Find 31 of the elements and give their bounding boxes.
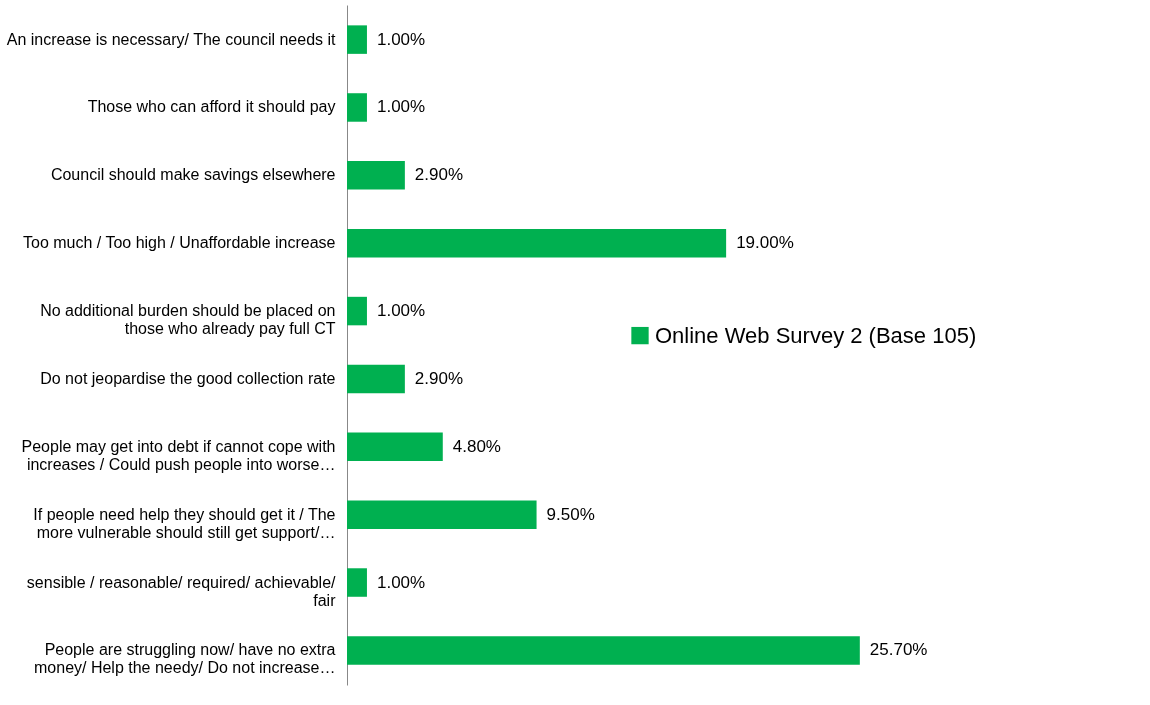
y-tick-label: Too much / Too high / Unaffordable increase [23,234,336,252]
bar [347,93,367,122]
y-tick-label: sensible / reasonable/ required/ achievable/ fair [26,573,337,609]
data-label: 9.50% [546,504,595,524]
data-label: 25.70% [869,640,928,660]
bar [347,25,367,54]
y-tick-label: People are struggling now/ have no extra money/ Help the needy/ Do not increase… [34,641,336,677]
bar [347,432,443,462]
data-label: 19.00% [736,233,794,253]
bar [347,636,860,665]
data-label: 1.00% [376,572,426,592]
y-tick-label: People may get into debt if cannot cope with increases / Could push people into worse… [21,437,336,473]
data-label: 2.90% [414,368,464,388]
legend-label: Online Web Survey 2 (Base 105) [655,322,977,348]
data-label: 1.00% [376,97,426,117]
data-label: 1.00% [376,301,426,321]
bar [347,161,405,190]
y-tick-label: An increase is necessary/ The council needs it [6,30,337,48]
y-tick-label: Those who can afford it should pay [87,98,336,116]
data-label: 4.80% [452,436,501,456]
y-tick-label: No additional burden should be placed on those who already pay full CT [40,302,336,338]
data-label: 1.00% [376,29,426,49]
bar [347,296,367,326]
bar [347,500,537,529]
y-tick-label: If people need help they should get it / The more vulnerable should still get support/… [33,505,336,541]
y-tick-label: Council should make savings elsewhere [50,166,336,184]
y-tick-label: Do not jeopardise the good collection rate [40,369,336,387]
bar [347,568,367,597]
data-label: 2.90% [414,165,464,185]
bar [347,364,405,394]
bar [347,228,727,258]
